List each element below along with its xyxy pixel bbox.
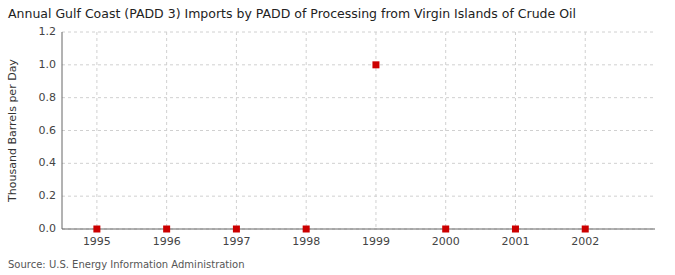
point <box>582 226 589 233</box>
point <box>303 226 310 233</box>
grid-line <box>515 32 516 229</box>
chart: 0.0 0.2 0.4 0.6 0.8 1.0 1.2 1995 1996 1997 1998 199… <box>0 0 675 275</box>
grid-line <box>96 32 97 229</box>
y-tick-label: 0.4 <box>39 156 57 169</box>
grid-line <box>62 97 655 98</box>
x-tick-label: 1995 <box>83 235 111 248</box>
point <box>442 226 449 233</box>
point <box>233 226 240 233</box>
grid-line <box>236 32 237 229</box>
y-tick-label: 0.2 <box>39 189 57 202</box>
x-tick-label: 1998 <box>292 235 320 248</box>
x-tick-label: 2001 <box>501 235 529 248</box>
source: Source: U.S. Energy Information Administ… <box>8 259 245 270</box>
grid-line <box>445 32 446 229</box>
grid-line <box>166 32 167 229</box>
y-axis <box>62 32 63 229</box>
grid-line <box>62 130 655 131</box>
x-tick-label: 1996 <box>153 235 181 248</box>
grid-line <box>62 32 655 33</box>
point <box>512 226 519 233</box>
y-tick-label: 0.6 <box>39 124 57 137</box>
grid-line <box>62 64 655 65</box>
point <box>372 61 379 68</box>
grid-line <box>306 32 307 229</box>
grid-line <box>62 163 655 164</box>
y-axis-label: Thousand Barrels per Day <box>6 59 19 203</box>
x-tick-label: 1997 <box>222 235 250 248</box>
y-tick-label: 0.0 <box>39 222 57 235</box>
y-tick-label: 1.0 <box>39 58 57 71</box>
grid-line <box>62 196 655 197</box>
grid-line <box>585 32 586 229</box>
x-tick-label: 2000 <box>432 235 460 248</box>
grid-line <box>62 229 655 230</box>
title: Annual Gulf Coast (PADD 3) Imports by PA… <box>8 6 576 21</box>
grid <box>62 32 655 229</box>
axes: 0.0 0.2 0.4 0.6 0.8 1.0 1.2 1995 1996 1997 1998 199… <box>39 25 656 248</box>
points <box>93 61 588 232</box>
x-axis <box>62 229 655 230</box>
y-tick-label: 0.8 <box>39 91 57 104</box>
x-tick-label: 1999 <box>362 235 390 248</box>
x-tick-label: 2002 <box>571 235 599 248</box>
point <box>93 226 100 233</box>
point <box>163 226 170 233</box>
y-tick-label: 1.2 <box>39 25 57 38</box>
